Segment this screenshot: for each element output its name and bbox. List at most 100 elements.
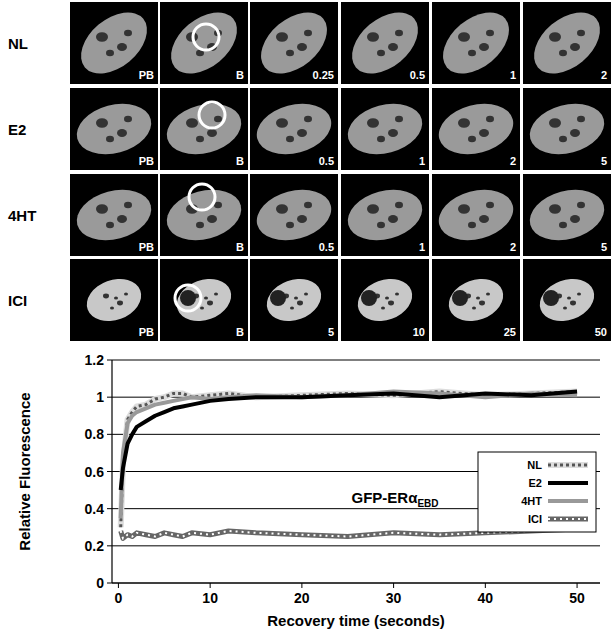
micrograph-panel: PB [69, 0, 158, 86]
cell-nucleus [524, 182, 610, 248]
nucleolus [570, 215, 580, 223]
x-tick [393, 583, 394, 588]
nucleolus [395, 292, 399, 295]
cell-nucleus [433, 182, 519, 248]
row-label: E2 [8, 121, 26, 138]
panel-label: B [236, 241, 244, 253]
nucleolus [388, 215, 398, 223]
micrograph-panel: 25 [432, 259, 520, 341]
nucleolus [96, 32, 108, 42]
nucleolus [304, 30, 312, 36]
panel-background [160, 88, 248, 170]
nucleolus [476, 296, 480, 299]
nucleolus [570, 301, 576, 306]
nucleolus [186, 118, 198, 128]
nucleolus [458, 204, 470, 214]
nucleolus [549, 32, 561, 42]
panel-background [250, 88, 338, 170]
y-tick-label: 1.2 [85, 352, 105, 368]
cell-nucleus [161, 96, 247, 162]
nucleolus [214, 116, 222, 122]
panel-label: 1 [419, 155, 425, 167]
nucleolus [304, 116, 312, 122]
y-tick-label: 0.8 [85, 426, 105, 442]
bleach-circle [199, 102, 225, 128]
cell-nucleus [171, 272, 237, 329]
nucleolus [286, 222, 294, 228]
micrograph-panel: 1 [341, 174, 429, 256]
micrograph-panel: B [159, 0, 248, 86]
micrograph-panel: B [160, 174, 248, 256]
y-tick [107, 434, 112, 435]
nucleolus [549, 118, 561, 128]
nucleolus [577, 116, 585, 122]
bleached-spot [270, 290, 286, 306]
x-tick [301, 583, 302, 588]
grid-line [112, 583, 600, 584]
y-tick-label: 1 [96, 389, 104, 405]
nucleolus [297, 43, 307, 51]
legend-label: E2 [529, 477, 542, 489]
x-tick-label: 50 [569, 590, 585, 606]
bleached-spot [361, 290, 377, 306]
micrograph-panel: 50 [523, 259, 611, 341]
legend-swatch [548, 462, 588, 468]
micrograph-panel: 5 [523, 174, 611, 256]
y-tick-label: 0.4 [85, 501, 105, 517]
micrograph-panel: 0.5 [340, 0, 429, 86]
micrograph-panel: PB [70, 88, 158, 170]
nucleolus [290, 306, 294, 309]
nucleolus [106, 222, 114, 228]
nucleolus [276, 32, 288, 42]
cell-nucleus [81, 272, 147, 329]
y-tick [107, 471, 112, 472]
nucleolus [479, 301, 485, 306]
nucleolus [458, 32, 470, 42]
panel-background [432, 174, 520, 256]
micrograph-panel: PB [70, 259, 158, 341]
nucleolus [486, 30, 494, 36]
legend-swatch [548, 517, 588, 522]
annotation-subscript: EBD [417, 498, 438, 509]
panel-label: 5 [328, 326, 334, 338]
x-tick-label: 10 [202, 590, 218, 606]
nucleolus [570, 129, 580, 137]
panel-label: 5 [601, 155, 607, 167]
y-tick [107, 360, 112, 361]
bleach-circle [189, 184, 215, 210]
micrograph-panel: 10 [341, 259, 429, 341]
panel-label: 25 [504, 326, 516, 338]
nucleolus [304, 292, 308, 295]
cell-nucleus [342, 96, 428, 162]
panel-background [70, 259, 158, 341]
cell-nucleus [443, 272, 509, 329]
bleached-spot [452, 290, 468, 306]
cell-nucleus [251, 182, 337, 248]
panel-label: 2 [601, 69, 607, 81]
panel-label: B [236, 155, 244, 167]
bleached-spot [180, 290, 196, 306]
panel-background [70, 174, 158, 256]
panel-label: 1 [510, 69, 516, 81]
nucleolus [106, 50, 114, 56]
micrograph-panel: 0.5 [250, 88, 338, 170]
micrograph-grid: NLPBB0.250.512E2PBB0.51254HTPBB0.5125ICI… [8, 0, 612, 341]
nucleolus [388, 301, 394, 306]
panel-background [523, 259, 611, 341]
legend-label: 4HT [521, 495, 542, 507]
x-tick [485, 583, 486, 588]
nucleolus [117, 301, 123, 306]
micrograph-panel: B [160, 88, 248, 170]
panel-background [250, 259, 338, 341]
grid-line [112, 434, 600, 435]
panel-label: 0.5 [319, 241, 334, 253]
x-axis-label: Recovery time (seconds) [267, 612, 445, 629]
cell-nucleus [71, 96, 157, 162]
nucleolus [367, 118, 379, 128]
nucleolus [297, 301, 303, 306]
y-tick [107, 583, 112, 584]
row-label: 4HT [8, 207, 36, 224]
nucleolus [304, 202, 312, 208]
nucleolus [207, 129, 217, 137]
nucleolus [286, 136, 294, 142]
